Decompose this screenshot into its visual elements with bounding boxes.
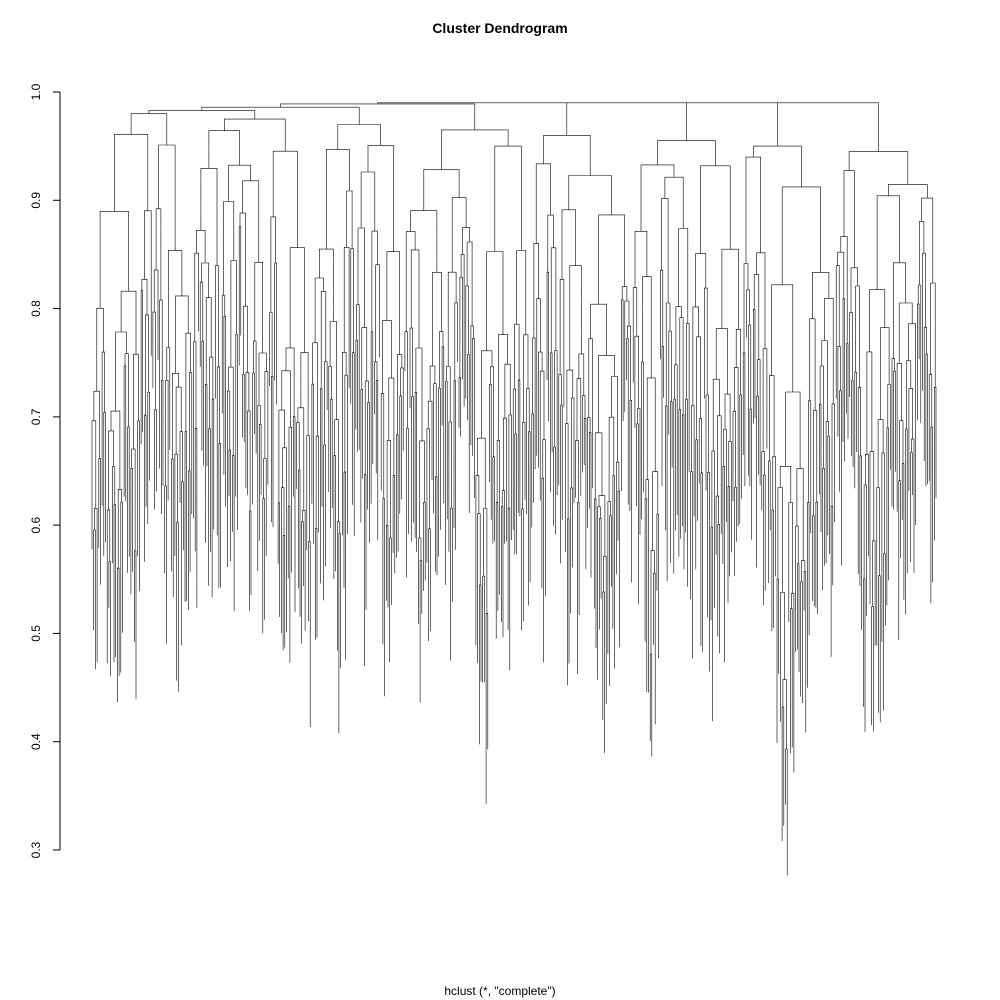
y-tick-label: 1.0 xyxy=(29,83,43,100)
dendrogram-branches xyxy=(91,102,937,876)
y-tick-label: 0.6 xyxy=(29,516,43,533)
dendrogram-tree xyxy=(91,102,937,876)
chart-title: Cluster Dendrogram xyxy=(432,20,568,36)
y-tick-label: 0.9 xyxy=(29,192,43,209)
y-tick-label: 0.4 xyxy=(29,733,43,750)
y-tick-label: 0.5 xyxy=(29,625,43,642)
y-tick-label: 0.7 xyxy=(29,408,43,425)
y-axis: 0.3 0.4 0.5 0.6 0.7 0.8 0.9 1.0 xyxy=(29,83,61,858)
y-tick-label: 0.3 xyxy=(29,841,43,858)
y-tick-label: 0.8 xyxy=(29,300,43,317)
x-axis-label: hclust (*, "complete") xyxy=(444,984,556,998)
